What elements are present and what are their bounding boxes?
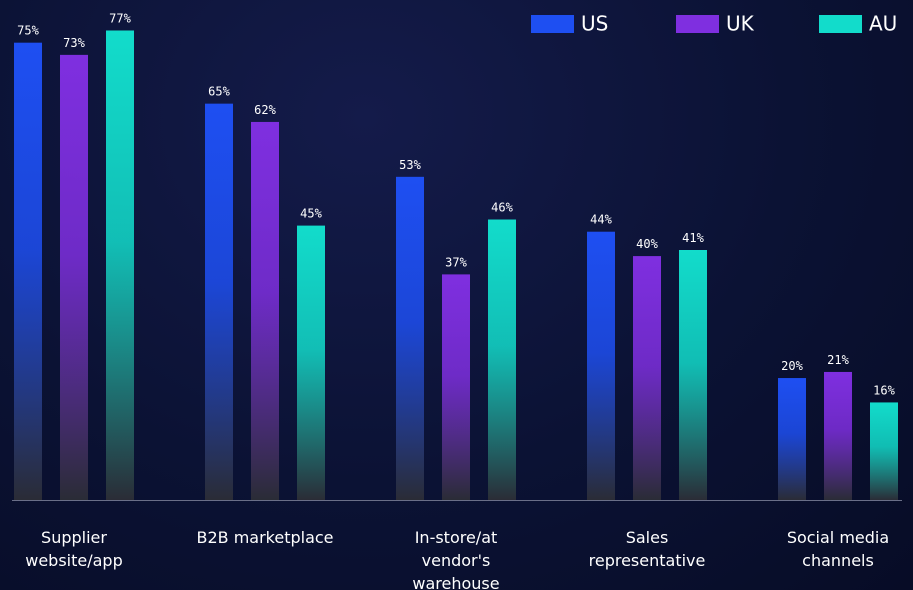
value-label: 16% xyxy=(873,383,895,397)
legend-swatch xyxy=(531,15,574,33)
value-label: 77% xyxy=(109,11,131,25)
value-label: 37% xyxy=(445,255,467,269)
bar xyxy=(106,30,134,501)
bar xyxy=(60,54,88,500)
category-label: Sales representative xyxy=(588,528,706,570)
bar xyxy=(488,219,516,500)
value-label: 53% xyxy=(399,158,421,172)
value-label: 73% xyxy=(63,36,85,50)
legend-label: US xyxy=(581,12,608,36)
value-label: 20% xyxy=(781,359,803,373)
bar xyxy=(778,378,806,500)
legend-label: UK xyxy=(726,12,755,36)
value-label: 44% xyxy=(590,213,612,227)
bar xyxy=(870,402,898,500)
bar xyxy=(587,231,615,500)
category-label: In-store/at vendor's warehouse xyxy=(412,528,500,590)
bar xyxy=(679,250,707,500)
bar xyxy=(251,121,279,500)
value-label: 41% xyxy=(682,231,704,245)
value-label: 75% xyxy=(17,24,39,38)
bar xyxy=(824,371,852,500)
value-label: 21% xyxy=(827,353,849,367)
value-label: 62% xyxy=(254,103,276,117)
value-label: 45% xyxy=(300,207,322,221)
value-label: 46% xyxy=(491,201,513,215)
legend-swatch xyxy=(819,15,862,33)
value-label: 65% xyxy=(208,85,230,99)
bar xyxy=(442,274,470,500)
legend-label: AU xyxy=(869,12,897,36)
bar xyxy=(633,256,661,500)
category-label: Supplier website/app xyxy=(25,528,123,570)
bar xyxy=(396,176,424,500)
value-label: 40% xyxy=(636,237,658,251)
bar xyxy=(297,225,325,501)
bar xyxy=(14,42,42,501)
bar xyxy=(205,103,233,500)
category-label: B2B marketplace xyxy=(196,528,334,547)
category-label: Social media channels xyxy=(786,528,890,570)
legend-swatch xyxy=(676,15,719,33)
